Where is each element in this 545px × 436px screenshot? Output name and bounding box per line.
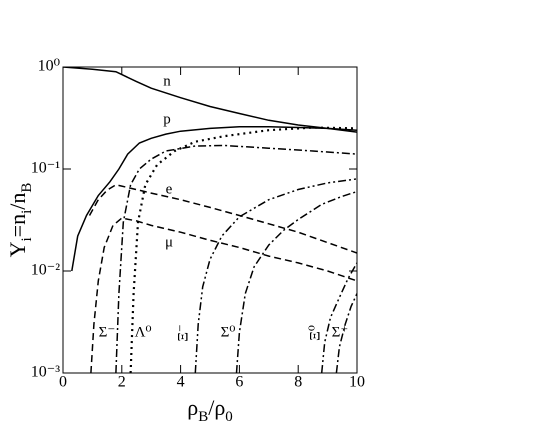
series-line bbox=[320, 262, 357, 373]
series-line bbox=[335, 293, 357, 373]
x-axis-title-part: 0 bbox=[225, 409, 233, 425]
x-axis-title-part: B bbox=[198, 409, 208, 425]
plot-frame bbox=[62, 66, 358, 374]
x-tick-label: 0 bbox=[59, 374, 67, 391]
y-tick-label: 10⁻² bbox=[31, 262, 60, 279]
curve-label: e bbox=[166, 181, 173, 197]
curve-label: p bbox=[163, 111, 171, 127]
curve-label: μ bbox=[165, 234, 173, 250]
y-axis-title-part: /n bbox=[5, 193, 30, 210]
series-line bbox=[129, 126, 357, 373]
y-axis-title-part: B bbox=[19, 183, 35, 193]
x-tick-label: 10 bbox=[349, 374, 365, 391]
series-line bbox=[115, 144, 357, 373]
y-axis-title-part: i bbox=[19, 210, 35, 214]
curves bbox=[63, 67, 357, 373]
curve-label: n bbox=[163, 73, 171, 89]
x-axis-title-part: /ρ bbox=[208, 395, 225, 420]
series-line bbox=[71, 125, 357, 272]
series-line bbox=[63, 67, 357, 133]
y-tick-label: 10⁻³ bbox=[31, 364, 60, 381]
curve-label: Ξ⁰ bbox=[307, 325, 323, 341]
x-axis-title: ρB/ρ0 bbox=[187, 395, 233, 425]
series-line bbox=[235, 190, 357, 373]
y-axis-title-part: =n bbox=[5, 214, 30, 237]
x-tick-label: 4 bbox=[177, 374, 185, 391]
curve-label: Λ⁰ bbox=[135, 324, 152, 340]
curve-label: Σ⁺ bbox=[332, 324, 349, 340]
x-axis-title-part: ρ bbox=[187, 395, 198, 420]
curve-label: Σ⁰ bbox=[221, 324, 236, 340]
curve-label: Ξ⁻ bbox=[175, 324, 191, 342]
series-line bbox=[194, 178, 357, 373]
y-tick-label: 10⁻¹ bbox=[31, 160, 60, 177]
x-tick-label: 8 bbox=[294, 374, 302, 391]
series-line bbox=[90, 217, 357, 373]
y-tick-label: 10⁰ bbox=[38, 58, 60, 75]
x-tick-label: 6 bbox=[235, 374, 243, 391]
x-tick-label: 2 bbox=[118, 374, 126, 391]
y-axis-title-part: Y bbox=[5, 241, 30, 257]
y-axis-title-part: i bbox=[19, 237, 35, 241]
curve-label: Σ⁻ bbox=[99, 324, 116, 340]
y-axis-title: Yi=ni/nB bbox=[5, 183, 35, 258]
